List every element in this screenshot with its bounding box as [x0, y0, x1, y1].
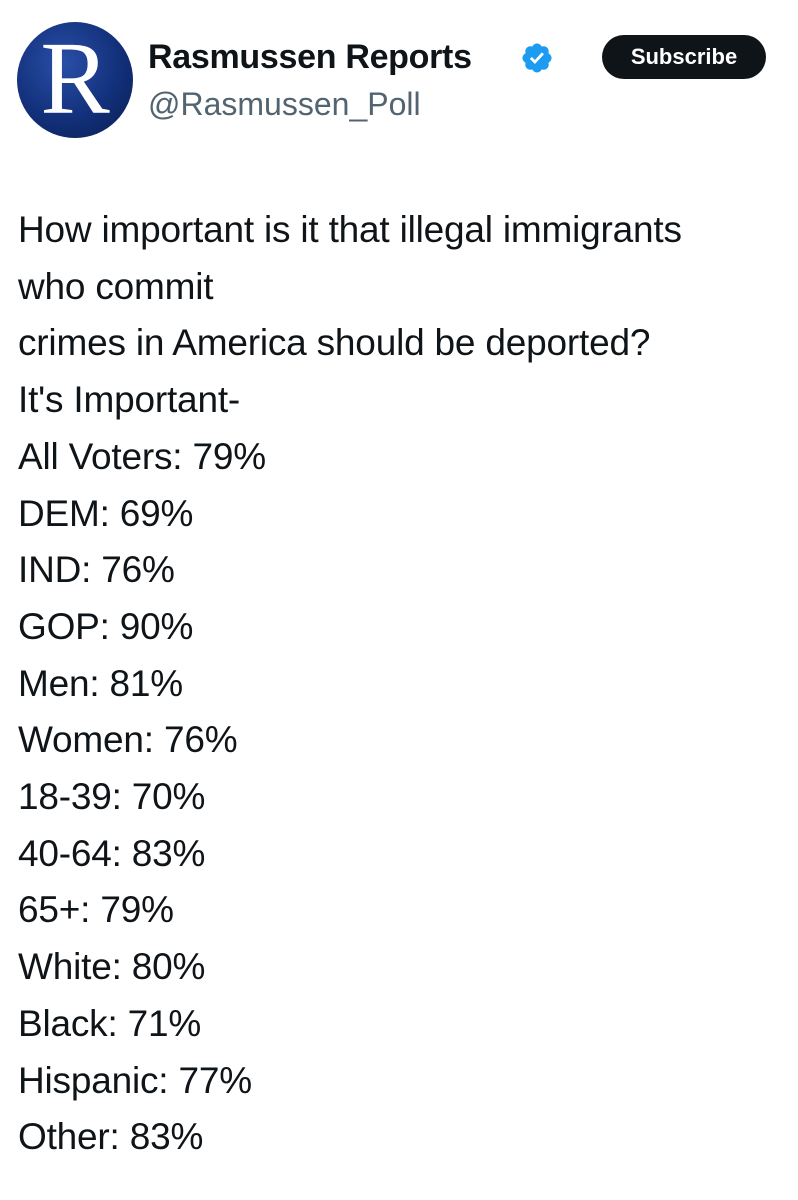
tweet-line: White: 80%	[18, 946, 206, 988]
avatar[interactable]: R	[17, 22, 133, 138]
tweet-line: All Voters: 79%	[18, 435, 266, 477]
tweet-text: How important is it that illegal immigra…	[18, 202, 682, 1166]
subscribe-button[interactable]: Subscribe	[602, 35, 766, 79]
tweet-line: How important is it that illegal immigra…	[18, 209, 682, 250]
tweet-line: who commit	[18, 265, 214, 307]
tweet-line: It's Important-	[18, 379, 241, 421]
tweet-line: IND: 76%	[18, 549, 175, 591]
tweet-line: Men: 81%	[18, 662, 183, 704]
tweet-line: DEM: 69%	[18, 492, 194, 534]
tweet-line: crimes in America should be deported?	[18, 322, 651, 364]
tweet-line: Other: 83%	[18, 1116, 204, 1158]
tweet-line: 18-39: 70%	[18, 776, 206, 818]
tweet-line: 65+: 79%	[18, 889, 174, 931]
tweet-line: Hispanic: 77%	[18, 1059, 252, 1101]
tweet-line: Black: 71%	[18, 1002, 202, 1044]
tweet-line: 40-64: 83%	[18, 832, 206, 874]
tweet-line: Women: 76%	[18, 719, 238, 761]
account-name[interactable]: Rasmussen Reports	[148, 38, 472, 76]
avatar-letter: R	[40, 22, 110, 136]
tweet-line: GOP: 90%	[18, 605, 194, 647]
verified-badge	[522, 43, 552, 73]
account-handle[interactable]: @Rasmussen_Poll	[148, 86, 421, 122]
